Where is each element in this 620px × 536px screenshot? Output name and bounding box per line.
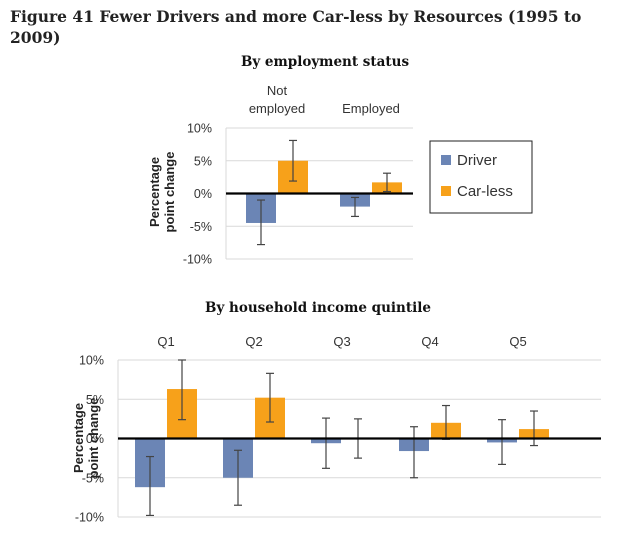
income-category-label: Q5 <box>509 334 526 349</box>
employment-category-label: Not <box>267 83 288 98</box>
income-ytick-label: 5% <box>86 393 104 407</box>
legend-swatch-car-less <box>441 186 451 196</box>
employment-y-axis-title: Percentagepoint change <box>147 152 177 233</box>
income-chart-title: By household income quintile <box>205 300 431 316</box>
employment-category-label: Employed <box>342 101 400 116</box>
income-category-label: Q1 <box>157 334 174 349</box>
income-category-label: Q4 <box>421 334 438 349</box>
income-ytick-label: -5% <box>82 471 104 485</box>
employment-ytick-label: -5% <box>190 220 212 234</box>
income-y-axis-title-line: point change <box>86 398 101 479</box>
employment-chart-title: By employment status <box>241 54 410 70</box>
income-ytick-label: 0% <box>86 432 104 446</box>
employment-y-axis-title-line: Percentage <box>147 157 162 227</box>
income-ytick-label: -10% <box>75 511 104 525</box>
income-ytick-label: 10% <box>79 354 104 368</box>
income-category-label: Q3 <box>333 334 350 349</box>
income-category-label: Q2 <box>245 334 262 349</box>
employment-ytick-label: -10% <box>183 253 212 267</box>
figure-title: Figure 41 Fewer Drivers and more Car-les… <box>10 7 582 47</box>
employment-ytick-label: 10% <box>187 122 212 136</box>
income-y-axis-title: Percentagepoint change <box>71 398 101 479</box>
legend-swatch-driver <box>441 155 451 165</box>
employment-ytick-label: 0% <box>194 187 212 201</box>
legend-label-driver: Driver <box>457 152 497 169</box>
legend-box <box>429 140 533 214</box>
employment-ytick-label: 5% <box>194 154 212 168</box>
income-y-axis-title-line: Percentage <box>71 403 86 473</box>
employment-y-axis-title-line: point change <box>162 152 177 233</box>
legend-label-car-less: Car-less <box>457 183 513 200</box>
employment-category-label: employed <box>249 101 305 116</box>
